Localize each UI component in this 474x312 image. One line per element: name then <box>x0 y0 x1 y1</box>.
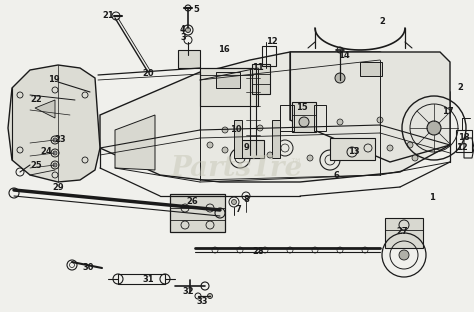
Text: 7: 7 <box>235 206 241 215</box>
Bar <box>178 50 200 68</box>
Bar <box>456 130 472 152</box>
Text: 32: 32 <box>182 287 194 296</box>
Bar <box>200 68 258 106</box>
Text: 2: 2 <box>457 84 463 92</box>
Bar <box>292 102 316 132</box>
Circle shape <box>208 294 212 299</box>
Bar <box>234 120 242 158</box>
Bar <box>385 218 423 248</box>
Text: 11: 11 <box>252 64 264 72</box>
Bar <box>360 62 382 76</box>
Bar <box>314 105 326 131</box>
Circle shape <box>399 250 409 260</box>
Text: 12: 12 <box>266 37 278 46</box>
Polygon shape <box>290 52 450 162</box>
Circle shape <box>335 73 345 83</box>
Circle shape <box>337 119 343 125</box>
Text: 33: 33 <box>196 298 208 306</box>
Polygon shape <box>8 65 100 182</box>
Bar <box>280 105 294 131</box>
Text: 3: 3 <box>180 33 186 42</box>
Text: 25: 25 <box>30 160 42 169</box>
Bar <box>252 64 270 94</box>
Text: 27: 27 <box>396 227 408 236</box>
Circle shape <box>222 127 228 133</box>
Circle shape <box>299 117 309 127</box>
Text: 16: 16 <box>218 46 230 55</box>
Circle shape <box>53 138 57 142</box>
Text: 4: 4 <box>180 26 186 35</box>
Circle shape <box>347 152 353 158</box>
Circle shape <box>307 155 313 161</box>
Circle shape <box>427 121 441 135</box>
Circle shape <box>207 142 213 148</box>
Text: 28: 28 <box>252 247 264 256</box>
Text: 18: 18 <box>458 134 470 143</box>
Bar <box>272 120 280 158</box>
Text: 1: 1 <box>429 193 435 202</box>
Polygon shape <box>115 115 155 170</box>
Text: 13: 13 <box>348 148 360 157</box>
Text: 6: 6 <box>333 170 339 179</box>
Text: PartsTre: PartsTre <box>171 154 303 182</box>
Circle shape <box>387 145 393 151</box>
Circle shape <box>53 151 57 155</box>
Text: 31: 31 <box>142 275 154 285</box>
Bar <box>330 138 375 160</box>
Circle shape <box>377 117 383 123</box>
Text: 23: 23 <box>54 135 66 144</box>
Text: 15: 15 <box>296 104 308 113</box>
Polygon shape <box>100 52 450 182</box>
Text: 19: 19 <box>48 76 60 85</box>
Circle shape <box>231 199 237 204</box>
Circle shape <box>407 142 413 148</box>
Circle shape <box>185 27 191 32</box>
Text: 10: 10 <box>230 125 242 134</box>
Text: 22: 22 <box>30 95 42 105</box>
Bar <box>262 46 276 66</box>
Circle shape <box>267 152 273 158</box>
Text: 24: 24 <box>40 148 52 157</box>
Circle shape <box>222 147 228 153</box>
Text: 30: 30 <box>82 264 94 272</box>
Circle shape <box>53 163 57 167</box>
Bar <box>216 72 240 88</box>
Text: 26: 26 <box>186 197 198 207</box>
Bar <box>170 194 225 232</box>
Polygon shape <box>35 100 55 118</box>
Text: 2: 2 <box>379 17 385 27</box>
Text: 14: 14 <box>338 51 350 61</box>
Text: 17: 17 <box>442 108 454 116</box>
Circle shape <box>257 125 263 131</box>
Text: ™: ™ <box>289 158 301 172</box>
Text: 21: 21 <box>102 12 114 21</box>
Circle shape <box>367 149 373 155</box>
Text: 9: 9 <box>244 144 250 153</box>
Text: 8: 8 <box>243 196 249 204</box>
Text: 29: 29 <box>52 183 64 193</box>
Circle shape <box>412 155 418 161</box>
Text: 12: 12 <box>456 144 468 153</box>
Text: 20: 20 <box>142 70 154 79</box>
Bar <box>238 140 264 158</box>
Circle shape <box>297 122 303 128</box>
Circle shape <box>247 149 253 155</box>
Text: 5: 5 <box>193 6 199 14</box>
